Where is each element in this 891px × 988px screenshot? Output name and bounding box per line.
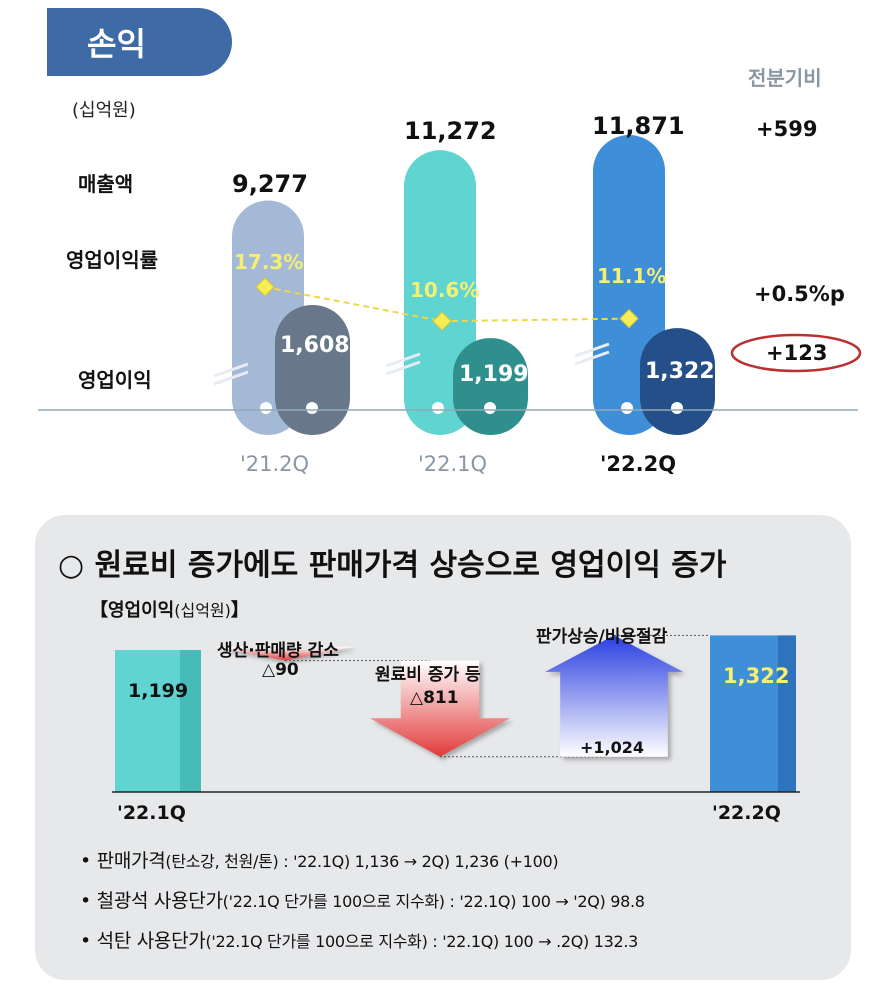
op-income-bar	[453, 338, 528, 435]
step-value: △90	[262, 660, 299, 680]
bar-shade	[778, 635, 796, 792]
step-value: +1,024	[580, 738, 645, 757]
waterfall-title-main: 【영업이익	[90, 600, 175, 621]
op-income-value-label: 1,608	[280, 333, 350, 358]
margin-value-label: 17.3%	[234, 250, 304, 274]
sales-value-label: 11,272	[404, 117, 497, 145]
waterfall-down-arrow	[370, 660, 510, 757]
bar-dot	[484, 402, 496, 414]
category-label: '22.1Q	[418, 452, 488, 476]
margin-marker	[255, 277, 275, 297]
row-label-sales: 매출액	[78, 172, 134, 196]
qoq-sales: +599	[756, 117, 818, 141]
waterfall-end-value: 1,322	[723, 664, 790, 688]
bar-shade	[180, 650, 201, 792]
bar-dot	[306, 402, 318, 414]
waterfall-end-label: '22.2Q	[712, 802, 781, 824]
sales-value-label: 11,871	[592, 112, 685, 140]
qoq-margin: +0.5%p	[754, 282, 845, 306]
category-label: '21.2Q	[240, 452, 310, 476]
qoq-op-income: +123	[766, 341, 828, 365]
row-label-margin: 영업이익률	[66, 248, 158, 272]
bullet-item: • 판매가격(탄소강, 천원/톤) : '22.1Q) 1,136 → 2Q) …	[80, 850, 559, 872]
step-name: 판가상승/비용절감	[536, 627, 668, 647]
bar-dot	[671, 402, 683, 414]
op-income-value-label: 1,199	[459, 362, 529, 387]
waterfall-title-unit: (십억원)	[174, 601, 231, 620]
bullet-item: • 석탄 사용단가('22.1Q 단가를 100으로 지수화) : '22.1Q…	[80, 930, 639, 952]
margin-marker	[432, 311, 452, 331]
step-name: 원료비 증가 등	[375, 665, 481, 685]
row-label-op-income: 영업이익	[78, 368, 152, 392]
margin-marker	[619, 308, 639, 329]
axis-break-mark	[385, 352, 421, 368]
category-label: '22.2Q	[600, 452, 677, 476]
waterfall-start-label: '22.1Q	[117, 802, 186, 824]
op-income-value-label: 1,322	[645, 359, 715, 384]
waterfall-start-value: 1,199	[128, 680, 189, 702]
pl-chart	[38, 135, 858, 435]
panel-headline: ○ 원료비 증가에도 판매가격 상승으로 영업이익 증가	[58, 548, 727, 583]
op-income-bar	[275, 305, 350, 435]
axis-break-mark	[574, 350, 610, 366]
waterfall-up-arrow	[545, 635, 683, 757]
op-income-bar	[640, 328, 715, 435]
waterfall-title: 【영업이익(십억원)】	[90, 596, 249, 622]
waterfall-title-end: 】	[230, 600, 249, 621]
waterfall-down-arrow	[215, 646, 355, 661]
axis-break-mark	[385, 360, 421, 376]
step-name: 생산·판매량 감소	[217, 641, 339, 661]
highlight-circle	[730, 333, 862, 373]
sales-value-label: 9,277	[232, 170, 308, 198]
qoq-header: 전분기비	[748, 66, 822, 90]
unit-label: (십억원)	[72, 100, 136, 121]
margin-value-label: 11.1%	[597, 264, 667, 288]
section-title-badge: 손익	[47, 8, 232, 76]
margin-value-label: 10.6%	[410, 278, 480, 302]
bar-dot	[260, 402, 272, 414]
bar-dot	[432, 402, 444, 414]
axis-break-mark	[213, 362, 249, 378]
axis-break-mark	[574, 342, 610, 358]
bullet-item: • 철광석 사용단가('22.1Q 단가를 100으로 지수화) : '22.1…	[80, 890, 645, 912]
bar-dot	[621, 402, 633, 414]
step-value: △811	[410, 688, 459, 708]
section-title: 손익	[87, 25, 146, 63]
axis-break-mark	[213, 370, 249, 386]
